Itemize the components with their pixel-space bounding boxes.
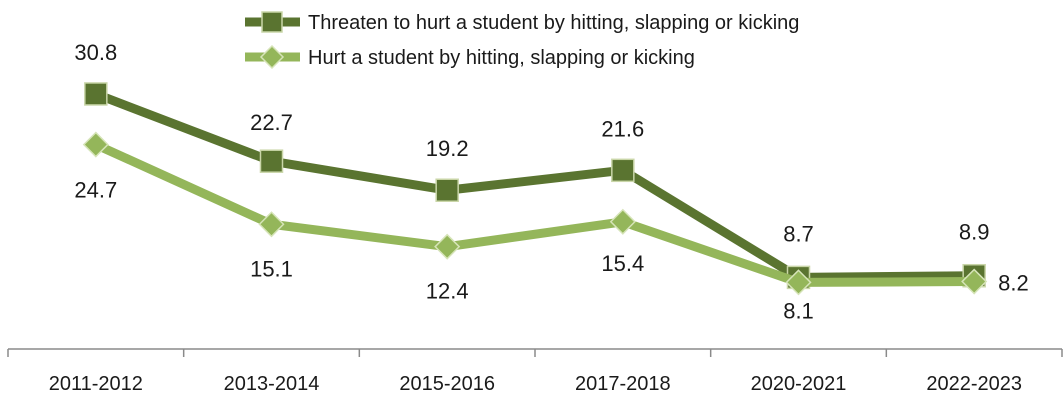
legend-label-threaten: Threaten to hurt a student by hitting, s… [308, 12, 799, 34]
data-label: 21.6 [601, 116, 644, 141]
x-tick-label: 2013-2014 [224, 373, 320, 395]
series-labels-hurt: 24.7 15.1 12.4 15.4 8.1 8.2 [74, 178, 1028, 324]
data-point-marker [258, 211, 285, 238]
data-label: 30.8 [74, 40, 117, 65]
legend-marker-hurt [259, 44, 285, 70]
series-line-threaten [94, 89, 975, 282]
data-label: 8.7 [783, 221, 814, 246]
series-line-hurt [93, 140, 975, 287]
series-labels-threaten: 30.8 22.7 19.2 21.6 8.7 8.9 [74, 40, 989, 246]
data-point-marker [611, 158, 635, 183]
data-point-marker [961, 268, 988, 295]
x-tick-label: 2022-2023 [926, 373, 1022, 395]
data-point-marker [785, 269, 812, 296]
data-label: 24.7 [74, 178, 117, 203]
x-tick-label: 2017-2018 [575, 373, 671, 395]
x-axis: 2011-2012 2013-2014 2015-2016 2017-2018 2020… [7, 348, 1063, 395]
legend: Threaten to hurt a student by hitting, s… [245, 11, 799, 70]
series-hurt: 24.7 15.1 12.4 15.4 8.1 8.2 [74, 131, 1029, 324]
data-point-marker [82, 131, 109, 158]
data-label: 15.4 [601, 251, 644, 276]
legend-item-hurt: Hurt a student by hitting, slapping or k… [245, 44, 695, 70]
series-threaten: 30.8 22.7 19.2 21.6 8.7 8.9 [74, 40, 989, 290]
x-axis-ticks [7, 349, 1063, 357]
data-label: 8.2 [998, 271, 1029, 296]
x-tick-label: 2011-2012 [49, 373, 143, 395]
data-point-marker [434, 233, 461, 260]
data-point-marker [609, 208, 636, 235]
data-label: 12.4 [426, 279, 469, 304]
legend-label-hurt: Hurt a student by hitting, slapping or k… [308, 47, 695, 69]
legend-marker-threaten [261, 11, 283, 33]
data-label: 19.2 [426, 136, 469, 161]
x-tick-label: 2020-2021 [751, 373, 847, 395]
data-label: 22.7 [250, 110, 293, 135]
series-markers-hurt [82, 131, 988, 296]
data-label: 15.1 [250, 256, 293, 281]
data-point-marker [435, 178, 459, 202]
x-tick-label: 2015-2016 [399, 373, 495, 395]
data-label: 8.9 [959, 220, 990, 245]
data-label: 8.1 [783, 298, 814, 323]
data-point-marker [259, 149, 284, 173]
legend-item-threaten: Threaten to hurt a student by hitting, s… [245, 11, 799, 34]
x-axis-tick-labels: 2011-2012 2013-2014 2015-2016 2017-2018 2020… [49, 373, 1022, 395]
series-markers-threaten [84, 82, 986, 290]
data-point-marker [84, 82, 108, 106]
